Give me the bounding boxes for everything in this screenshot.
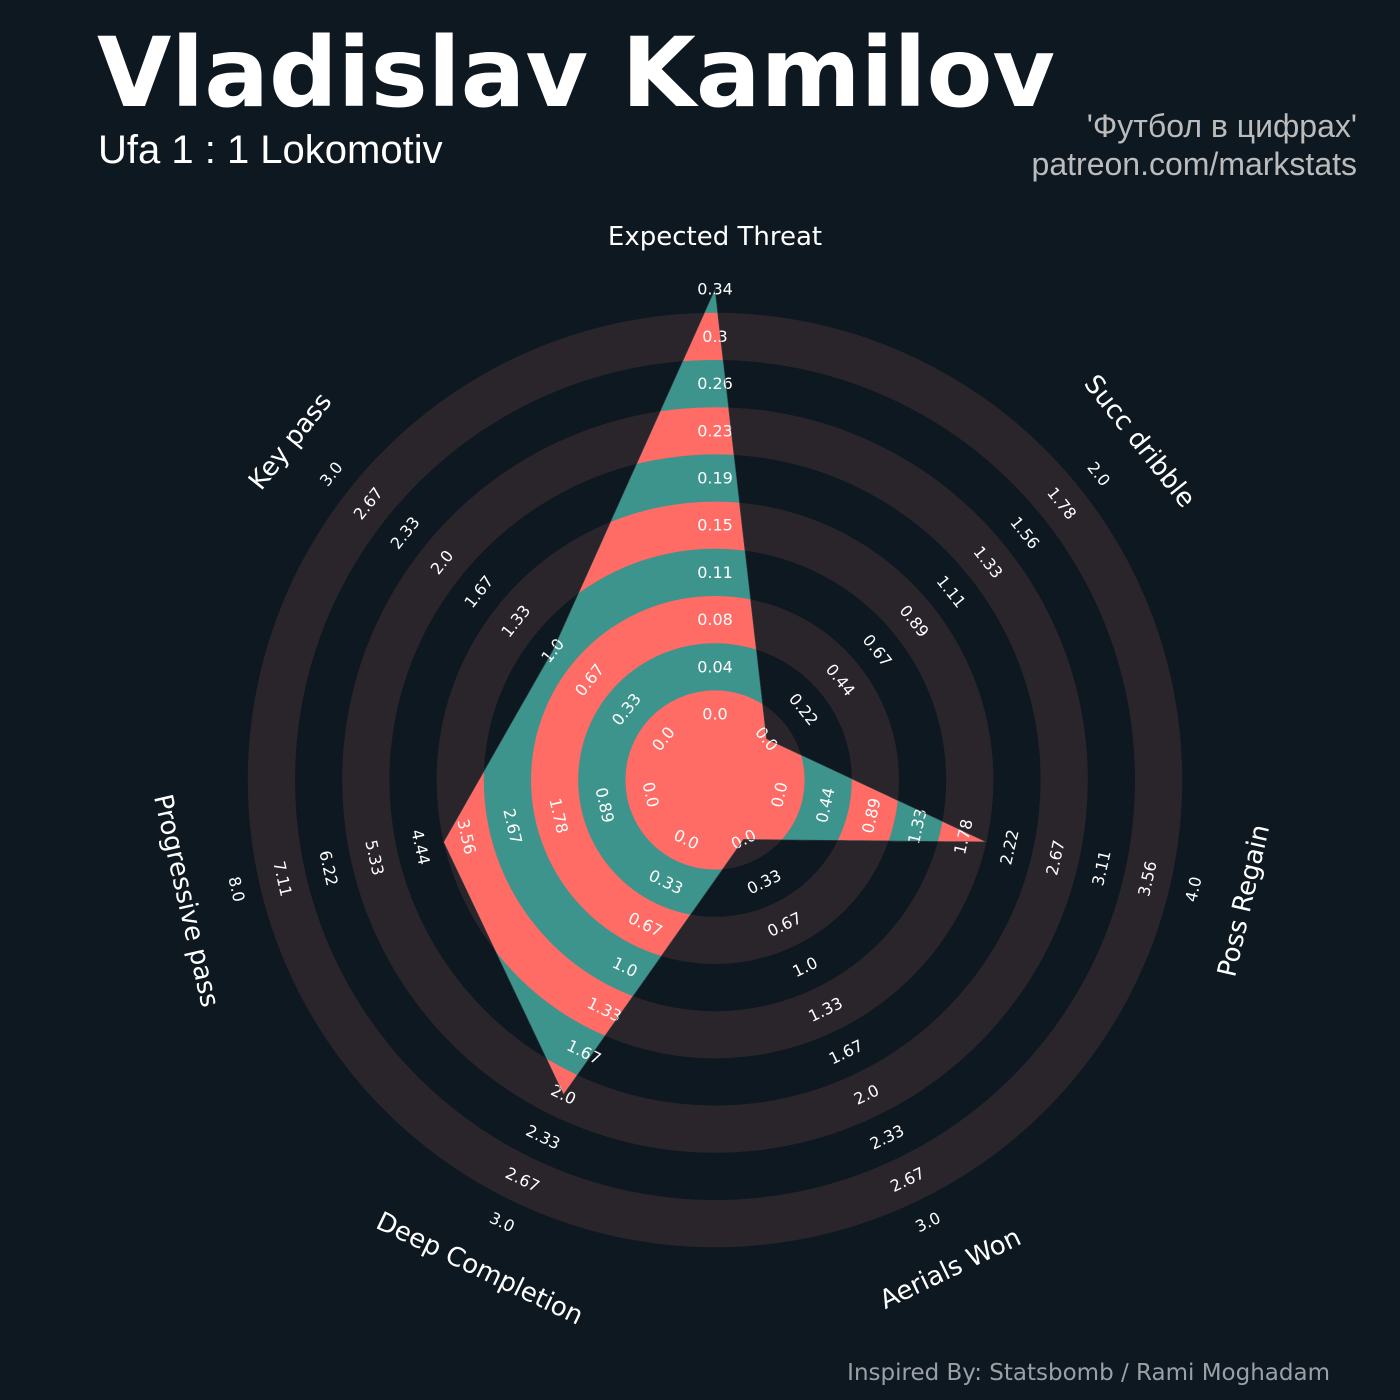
tick-label-expected-threat: 0.3 <box>702 327 727 346</box>
tick-label-expected-threat: 0.11 <box>697 563 733 582</box>
tick-label-expected-threat: 0.04 <box>697 657 733 676</box>
tick-label-expected-threat: 0.19 <box>697 469 733 488</box>
match-subtitle: Ufa 1 : 1 Lokomotiv <box>98 128 443 172</box>
credit-channel: 'Футбол в цифрах' <box>1086 108 1357 144</box>
tick-label-expected-threat: 0.08 <box>697 610 733 629</box>
tick-label-expected-threat: 0.0 <box>702 705 727 724</box>
player-name-title: Vladislav Kamilov <box>97 17 1055 129</box>
category-label-expected-threat: Expected Threat <box>608 222 822 252</box>
polygon-band <box>625 690 805 870</box>
tick-label-expected-threat: 0.23 <box>697 421 733 440</box>
tick-label-expected-threat: 0.15 <box>697 516 733 535</box>
tick-label-expected-threat: 0.26 <box>697 374 733 393</box>
credit-patreon: patreon.com/markstats <box>1031 146 1357 182</box>
polygon-outline <box>443 288 987 1096</box>
footer-credit: Inspired By: Statsbomb / Rami Moghadam <box>847 1360 1330 1386</box>
